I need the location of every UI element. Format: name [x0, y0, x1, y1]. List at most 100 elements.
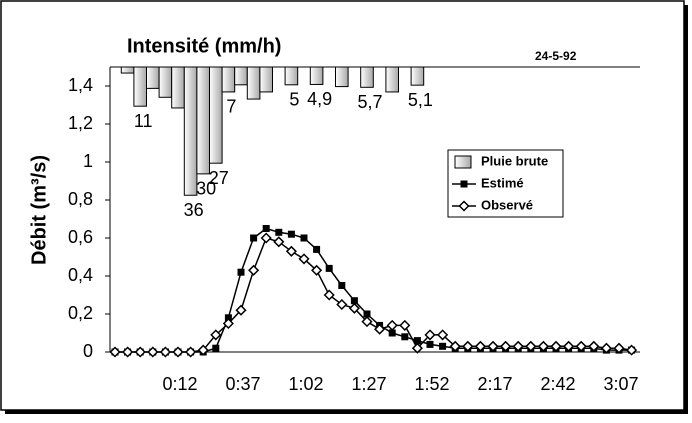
- point: [537, 340, 549, 352]
- rain-bar: [246, 66, 261, 100]
- point: [424, 329, 436, 341]
- point: [437, 329, 449, 341]
- point: [287, 230, 295, 238]
- rain-bar: [234, 66, 248, 86]
- data-label: 11: [134, 111, 153, 131]
- point: [210, 329, 222, 341]
- point: [474, 340, 486, 352]
- rain-bar: [158, 66, 173, 98]
- rain-bar: [196, 66, 210, 175]
- rain-bar: [146, 66, 160, 89]
- data-label: 5,7: [357, 92, 382, 112]
- y-tick-label: 0,4: [68, 265, 93, 285]
- point: [300, 234, 308, 242]
- data-label: 30: [196, 179, 216, 199]
- x-tick-label: 0:12: [162, 374, 197, 394]
- point: [222, 317, 234, 330]
- point: [224, 314, 232, 322]
- data-label: 4,9: [307, 89, 332, 109]
- point: [600, 342, 612, 354]
- point: [159, 346, 171, 358]
- x-tick-label: 1:27: [351, 374, 386, 394]
- chart-title: Intensité (mm/h): [127, 35, 281, 57]
- point: [298, 253, 310, 265]
- x-tick-label: 2:42: [540, 374, 575, 394]
- point: [449, 340, 461, 352]
- point: [134, 346, 146, 358]
- rain-bar: [385, 66, 399, 93]
- rain-bar: [335, 66, 349, 88]
- point: [588, 340, 600, 352]
- point: [275, 228, 283, 236]
- point: [500, 340, 512, 352]
- point: [248, 264, 260, 276]
- legend-swatch: [454, 155, 472, 169]
- point: [348, 302, 360, 314]
- point: [613, 342, 625, 354]
- point: [313, 245, 321, 253]
- point: [109, 346, 121, 358]
- point: [350, 297, 358, 305]
- point: [401, 333, 409, 341]
- point: [374, 323, 386, 335]
- point: [285, 245, 297, 257]
- rain-bar: [410, 66, 425, 86]
- y-tick-label: 1,2: [68, 113, 93, 133]
- point: [361, 316, 373, 328]
- point: [235, 304, 247, 316]
- x-tick-label: 1:52: [414, 374, 449, 394]
- legend-marker: [460, 180, 468, 188]
- y-tick-label: 1: [83, 151, 93, 171]
- data-label: 27: [209, 168, 229, 188]
- rain-bar: [221, 66, 236, 93]
- point: [363, 310, 371, 318]
- point: [411, 342, 423, 354]
- point: [323, 289, 335, 301]
- point: [250, 234, 258, 242]
- rain-bar: [309, 66, 324, 85]
- x-tick-label: 3:07: [603, 374, 638, 394]
- y-tick-label: 0: [83, 341, 93, 361]
- point: [399, 319, 411, 331]
- data-label: 5: [289, 90, 299, 110]
- x-tick-label: 2:17: [477, 374, 512, 394]
- point: [487, 340, 499, 352]
- point: [237, 268, 245, 276]
- point: [260, 232, 272, 244]
- y-axis-label: Débit (m³/s): [28, 155, 50, 265]
- point: [212, 344, 220, 352]
- rain-bar: [360, 66, 374, 88]
- y-tick-label: 1,4: [68, 75, 93, 95]
- data-label: 7: [226, 97, 236, 117]
- point: [525, 340, 537, 352]
- point: [575, 340, 587, 352]
- data-label: 5,1: [408, 90, 433, 110]
- point: [338, 282, 346, 289]
- point: [147, 346, 159, 358]
- y-tick-label: 0,2: [68, 303, 93, 323]
- rain-bar: [284, 66, 299, 86]
- y-tick-label: 0,6: [68, 227, 93, 247]
- point: [262, 225, 270, 232]
- point: [273, 236, 285, 248]
- point: [122, 346, 134, 358]
- point: [311, 264, 323, 276]
- point: [563, 340, 575, 352]
- point: [462, 340, 474, 352]
- annotation: 24-5-92: [535, 49, 577, 63]
- point: [550, 340, 562, 352]
- point: [439, 342, 447, 350]
- legend-label: Estimé: [481, 175, 524, 190]
- point: [172, 346, 184, 358]
- point: [185, 346, 197, 358]
- rain-bar: [133, 66, 147, 107]
- point: [197, 344, 209, 356]
- point: [413, 337, 421, 345]
- data-label: 36: [184, 200, 204, 220]
- point: [512, 340, 524, 352]
- y-tick-label: 0,8: [68, 189, 93, 209]
- rain-bar: [209, 66, 223, 164]
- x-tick-label: 0:37: [225, 374, 260, 394]
